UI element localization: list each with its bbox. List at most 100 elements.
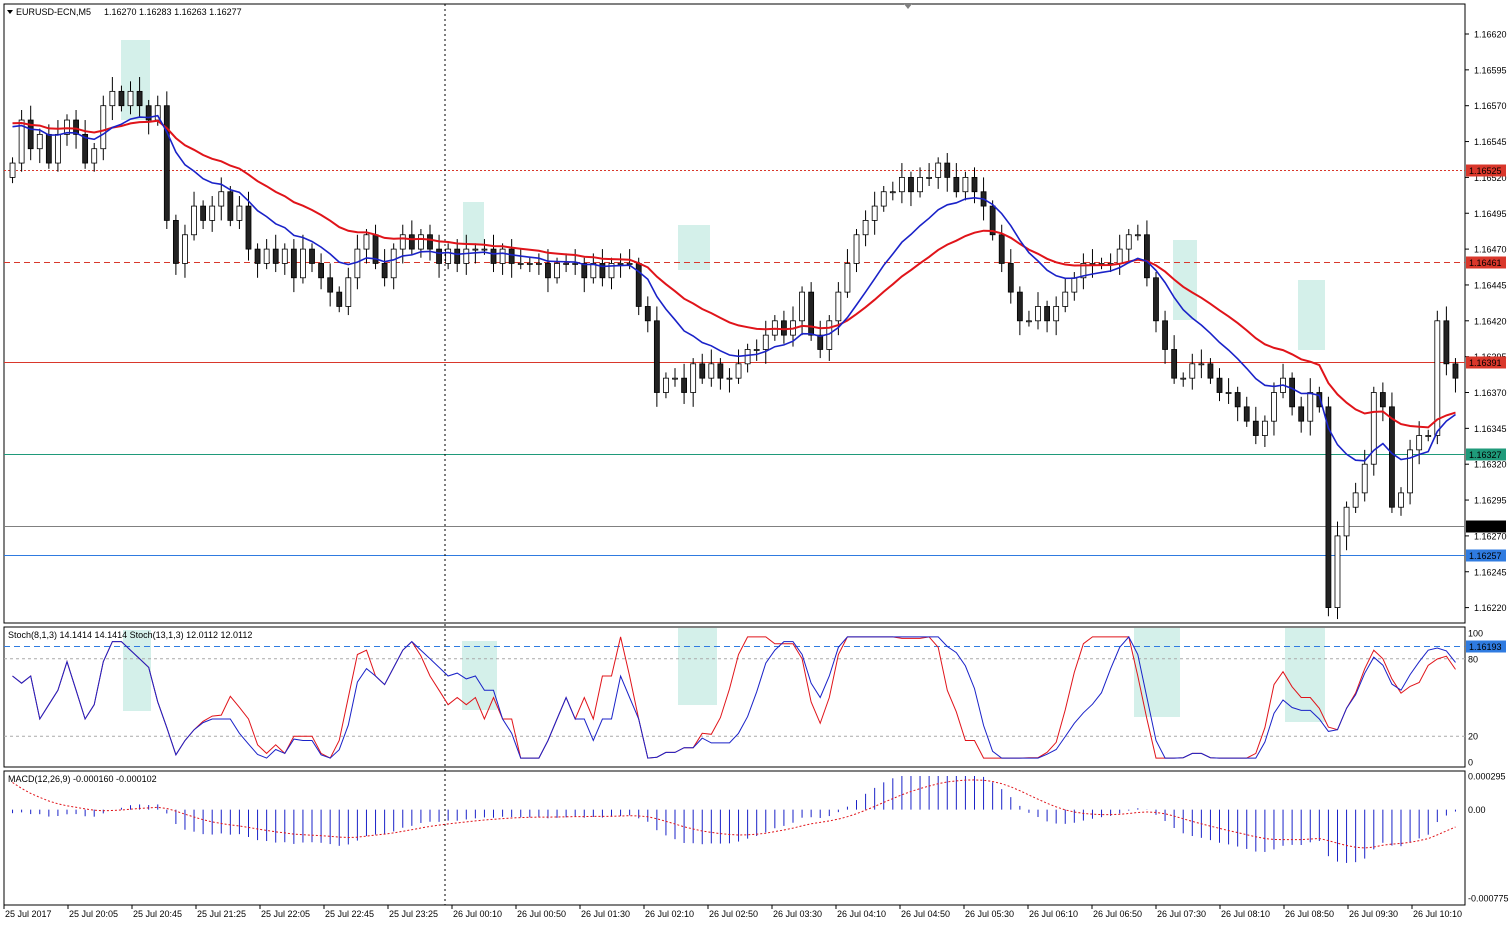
stoch-highlight-zone <box>1285 628 1325 722</box>
candle-body <box>281 248 288 264</box>
candle-body <box>1443 320 1450 365</box>
candle-body <box>263 248 270 264</box>
stochastic-header: Stoch(8,1,3) 14.1414 14.1414 Stoch(13,1,… <box>8 630 252 640</box>
y-tick-label: 1.16445 <box>1474 280 1507 290</box>
candle-body <box>681 377 687 393</box>
candle-body <box>1434 320 1441 436</box>
y-tick-label: 1.16570 <box>1474 101 1507 111</box>
x-tick-label: 26 Jul 05:30 <box>965 909 1014 919</box>
x-tick-label: 26 Jul 01:30 <box>581 909 630 919</box>
candle-body <box>1171 349 1178 379</box>
y-tick-label: 1.16420 <box>1474 316 1507 326</box>
candle-body <box>554 263 560 279</box>
candle-body <box>109 90 116 107</box>
candle-body <box>236 205 243 221</box>
x-tick-label: 26 Jul 02:50 <box>709 909 758 919</box>
candle-body <box>445 248 452 264</box>
macd-tick-label: 0.00 <box>1468 805 1486 815</box>
candle-body <box>1398 492 1404 508</box>
candle-body <box>227 191 234 221</box>
candle-body <box>817 334 824 350</box>
candle-body <box>1035 306 1041 322</box>
candle-body <box>1334 535 1341 609</box>
candle-body <box>254 248 261 264</box>
candle-body <box>1316 392 1323 408</box>
candle-body <box>127 90 134 107</box>
candle-body <box>753 349 760 351</box>
candle-body <box>626 263 633 265</box>
candle-body <box>336 291 343 307</box>
candle-body <box>200 205 207 221</box>
candle-body <box>708 363 715 379</box>
candle-body <box>499 248 506 264</box>
dropdown-triangle-icon[interactable] <box>7 10 13 14</box>
x-tick-label: 25 Jul 20:45 <box>133 909 182 919</box>
x-tick-label: 26 Jul 04:10 <box>837 909 886 919</box>
candle-body <box>508 248 515 264</box>
x-tick-label: 26 Jul 08:50 <box>1285 909 1334 919</box>
x-tick-label: 26 Jul 00:50 <box>517 909 566 919</box>
stoch-tick-label: 20 <box>1468 732 1478 742</box>
candle-body <box>1207 363 1214 379</box>
level-tag <box>1466 640 1506 653</box>
candle-body <box>944 162 951 178</box>
candle-body <box>1125 234 1132 250</box>
stochastic-panel[interactable] <box>3 626 1466 768</box>
y-tick-label: 1.16495 <box>1474 209 1507 219</box>
candle-body <box>926 176 933 179</box>
candle-body <box>390 248 397 279</box>
x-tick-label: 25 Jul 2017 <box>5 909 52 919</box>
candle-body <box>454 248 461 264</box>
candle-body <box>182 234 188 264</box>
stoch-highlight-zone <box>123 630 151 711</box>
x-tick-label: 26 Jul 00:10 <box>453 909 502 919</box>
ema-fast-line <box>12 114 1456 462</box>
candle-body <box>735 363 742 379</box>
candle-body <box>1298 406 1305 422</box>
candle-body <box>18 119 25 164</box>
x-tick-label: 26 Jul 09:30 <box>1349 909 1398 919</box>
candle-body <box>1225 392 1232 394</box>
candle-body <box>744 349 751 365</box>
y-tick-label: 1.16270 <box>1474 531 1507 541</box>
x-tick-label: 25 Jul 23:25 <box>389 909 438 919</box>
x-tick-label: 25 Jul 22:45 <box>325 909 374 919</box>
shift-marker-icon[interactable] <box>904 4 912 9</box>
macd-panel[interactable] <box>3 770 1466 906</box>
candle-body <box>82 133 89 164</box>
candle-body <box>136 90 143 107</box>
level-lines <box>4 170 1465 737</box>
stoch-highlight-zone <box>462 641 497 710</box>
candle-body <box>1261 420 1268 436</box>
candle-body <box>363 234 370 250</box>
x-tick-label: 26 Jul 03:30 <box>773 909 822 919</box>
y-tick-label: 1.16545 <box>1474 137 1507 147</box>
candle-body <box>1134 234 1141 237</box>
candle-body <box>27 119 34 150</box>
price-panel[interactable] <box>3 3 1466 624</box>
candle-body <box>9 162 16 178</box>
candle-body <box>917 176 923 193</box>
y-tick-label: 1.16470 <box>1474 245 1507 255</box>
candle-body <box>436 248 442 264</box>
candle-body <box>1379 392 1386 408</box>
candle-body <box>935 162 942 178</box>
candle-body <box>908 176 914 193</box>
level-tag <box>1466 164 1506 177</box>
candle-body <box>45 133 52 164</box>
candle-body <box>345 277 352 307</box>
candle-body <box>1007 263 1014 293</box>
candle-body <box>1389 406 1395 508</box>
candle-body <box>1026 320 1032 323</box>
candle-body <box>1216 377 1223 393</box>
candle-body <box>808 291 815 336</box>
candle-body <box>163 105 170 221</box>
candle-body <box>844 263 851 293</box>
candle-body <box>1071 277 1078 293</box>
level-label: 1.16327 <box>1469 450 1502 460</box>
candle-body <box>100 105 107 150</box>
candles <box>9 77 1459 620</box>
candle-body <box>853 234 860 264</box>
candle-body <box>672 377 678 380</box>
